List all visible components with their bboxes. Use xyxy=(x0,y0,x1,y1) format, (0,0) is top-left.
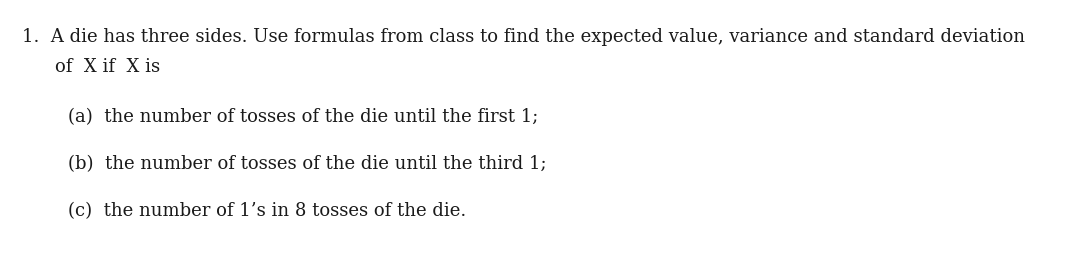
Text: (b)  the number of tosses of the die until the third 1;: (b) the number of tosses of the die unti… xyxy=(68,155,547,173)
Text: (c)  the number of 1’s in 8 tosses of the die.: (c) the number of 1’s in 8 tosses of the… xyxy=(68,202,466,220)
Text: of  X if  X is: of X if X is xyxy=(55,58,160,76)
Text: 1.  A die has three sides. Use formulas from class to find the expected value, v: 1. A die has three sides. Use formulas f… xyxy=(23,28,1025,46)
Text: (a)  the number of tosses of the die until the first 1;: (a) the number of tosses of the die unti… xyxy=(68,108,538,126)
